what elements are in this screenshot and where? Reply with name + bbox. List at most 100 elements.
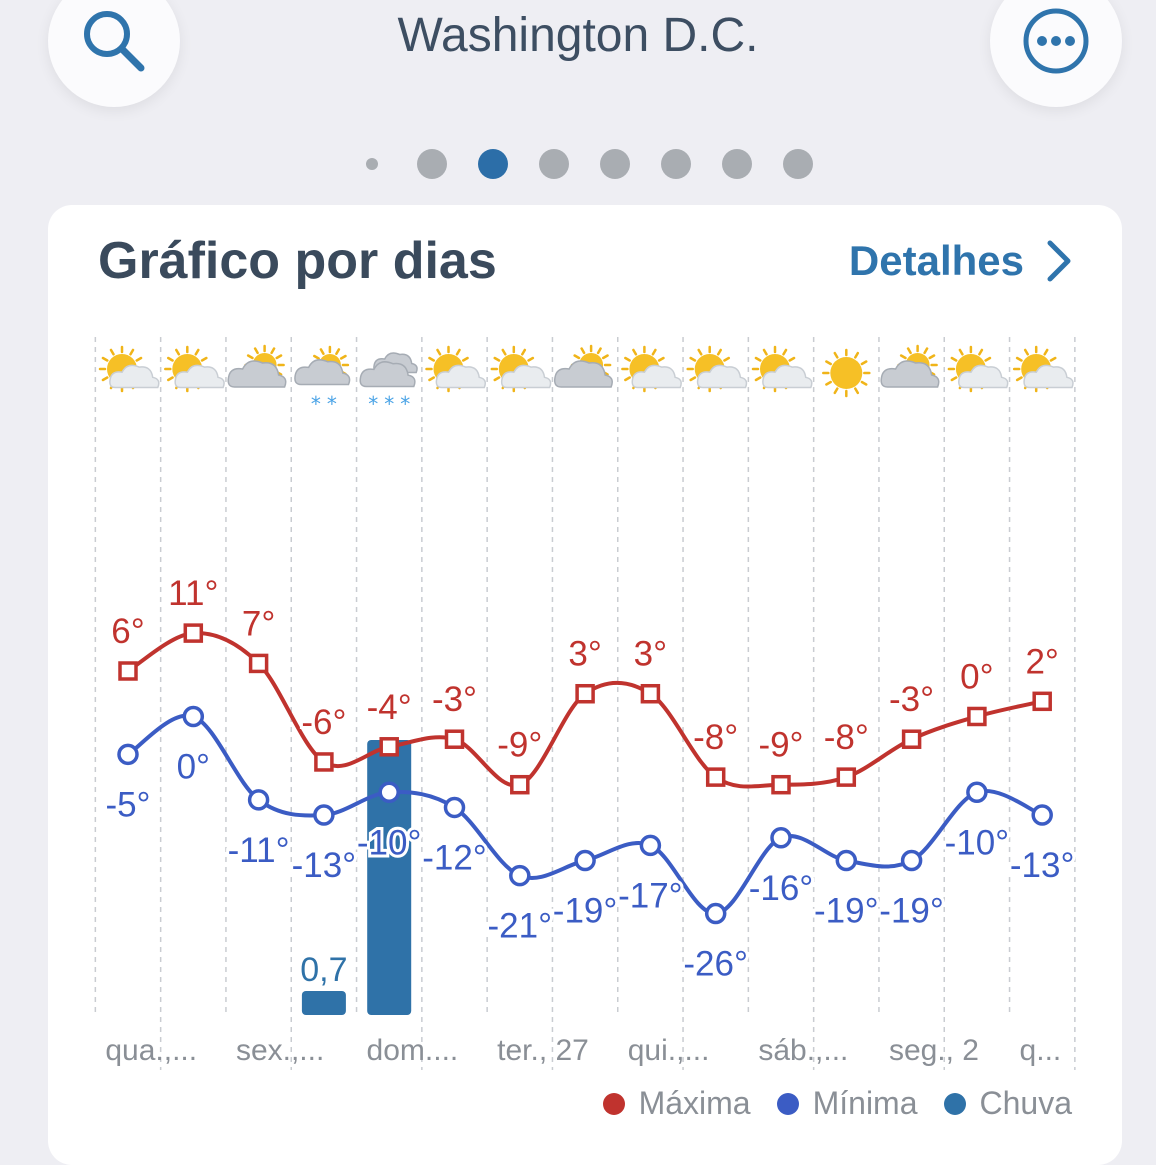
cloud-shape xyxy=(553,360,613,388)
sun-ray xyxy=(270,347,276,355)
sun-ray xyxy=(899,354,907,360)
legend-label-rain: Chuva xyxy=(979,1085,1073,1121)
sun-ray xyxy=(339,354,347,360)
sun-ray xyxy=(319,348,325,355)
min-temp-point xyxy=(900,849,923,872)
min-temp-point xyxy=(117,743,139,766)
cloud-shape xyxy=(109,364,160,389)
min-temp-label: -10° xyxy=(945,823,1010,862)
cloud-shape xyxy=(435,364,487,389)
sun-ray xyxy=(923,347,929,355)
chevron-right-icon xyxy=(1047,240,1071,282)
partly-sunny-icon xyxy=(621,345,682,393)
sun-ray xyxy=(493,356,501,362)
top-bar: Washington D.C. xyxy=(0,0,1156,130)
max-temp-label: -3° xyxy=(889,680,934,719)
sun-ray xyxy=(950,376,958,382)
details-label: Detalhes xyxy=(848,237,1024,284)
card-title: Gráfico por dias xyxy=(98,232,497,290)
sun-ray xyxy=(246,354,254,360)
sun-ray xyxy=(129,348,135,356)
min-temp-label: -13° xyxy=(292,846,357,885)
search-button[interactable] xyxy=(48,0,180,107)
sun-ray xyxy=(689,356,697,362)
cloud-shape xyxy=(294,359,351,386)
min-temp-label: -19° xyxy=(814,892,879,931)
page-dot[interactable] xyxy=(539,149,569,179)
sun-ray xyxy=(978,348,984,356)
min-temp-label: -13° xyxy=(1010,846,1075,885)
sunny-icon xyxy=(822,348,871,398)
legend-label-min: Mínima xyxy=(812,1085,918,1121)
more-options-button[interactable] xyxy=(990,0,1122,107)
max-temp-label: 2° xyxy=(1025,642,1058,681)
partly-sunny-icon xyxy=(425,345,487,393)
min-temp-label: 0° xyxy=(177,747,210,786)
cloud-shape xyxy=(174,364,225,389)
cloudy-snow-icon: * * xyxy=(294,345,351,416)
sun-ray xyxy=(1015,376,1023,382)
sun-ray xyxy=(313,354,320,360)
x-axis-label: seg., 2 xyxy=(889,1034,979,1067)
partly-cloudy-icon xyxy=(553,344,613,388)
sun-ray xyxy=(109,348,115,356)
partly-cloudy-icon xyxy=(227,344,287,388)
page-dot[interactable] xyxy=(600,149,630,179)
page-dot[interactable] xyxy=(722,149,752,179)
sun-ray xyxy=(461,356,469,362)
partly-sunny-icon xyxy=(947,345,1009,393)
min-temp-point xyxy=(182,705,205,728)
sun-ray xyxy=(596,347,602,355)
min-temp-label: -19° xyxy=(879,892,944,931)
partly-sunny-icon xyxy=(1012,345,1074,393)
min-temp-point xyxy=(247,789,270,811)
cloud-shape xyxy=(500,364,552,389)
max-temp-point xyxy=(836,767,857,787)
max-temp-label: -8° xyxy=(824,718,869,757)
sun-ray xyxy=(906,347,912,355)
rain-label: 34 xyxy=(370,700,408,738)
min-temp-label: -26° xyxy=(683,945,748,984)
sun-disc xyxy=(830,357,863,389)
max-temp-point xyxy=(575,683,595,704)
sun-ray xyxy=(825,360,832,366)
max-temp-point xyxy=(705,767,726,787)
snowflake: * xyxy=(311,392,321,416)
rain-bar xyxy=(301,991,346,1015)
page-indicator[interactable] xyxy=(0,148,1156,180)
sun-ray xyxy=(657,356,665,362)
sun-ray xyxy=(1043,348,1049,356)
min-temp-point xyxy=(770,827,792,849)
page-dot[interactable] xyxy=(661,149,691,179)
max-temp-point xyxy=(1032,691,1052,712)
min-temp-label: -19° xyxy=(553,892,618,931)
max-temp-label: 3° xyxy=(634,635,667,674)
sun-ray xyxy=(166,376,174,382)
sun-ray xyxy=(825,380,832,386)
cloud-shape xyxy=(762,364,813,389)
cloud-shape xyxy=(958,364,1009,389)
cloud-shape xyxy=(880,360,940,388)
max-temp-label: 7° xyxy=(242,604,275,643)
page-dot[interactable] xyxy=(478,149,508,179)
min-temp-label: -21° xyxy=(488,907,553,946)
max-temp-label: 3° xyxy=(568,635,601,674)
max-temp-label: 6° xyxy=(111,612,144,651)
sun-ray xyxy=(428,376,436,382)
details-link[interactable]: Detalhes xyxy=(849,237,1072,285)
sun-ray xyxy=(762,348,768,356)
sun-ray xyxy=(950,356,958,362)
cloudy-heavy-snow-icon: * * * xyxy=(359,352,418,416)
city-title: Washington D.C. xyxy=(397,9,759,62)
max-temp-line xyxy=(126,631,1043,789)
cloud-shape xyxy=(631,364,682,389)
more-options-icon xyxy=(1023,8,1089,74)
snowflake: * xyxy=(384,392,394,416)
sun-ray xyxy=(1015,356,1023,362)
page-dot[interactable] xyxy=(417,149,447,179)
sun-ray xyxy=(854,351,860,359)
page-dot[interactable] xyxy=(783,149,813,179)
page-dot[interactable] xyxy=(366,158,378,170)
sun-ray xyxy=(632,348,638,356)
